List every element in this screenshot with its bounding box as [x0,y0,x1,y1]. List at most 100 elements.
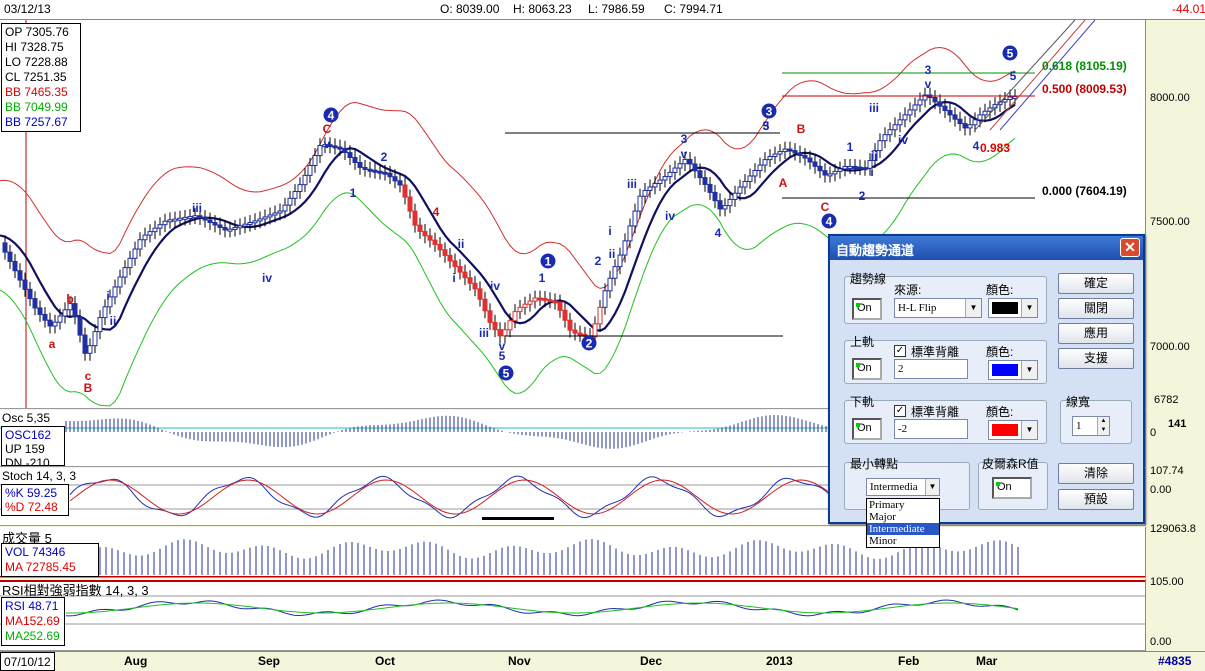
candle-body [427,235,433,241]
candle-body [712,191,718,202]
candle-body [412,210,418,226]
upper-check-icon[interactable]: ✓ [894,345,906,357]
lower-check-icon[interactable]: ✓ [894,405,906,417]
option-intermediate[interactable]: Intermediate [867,523,939,535]
price-tick: 6782 [1154,394,1179,406]
upper-color-picker[interactable]: ▼ [988,360,1038,380]
lower-on-toggle[interactable]: On [852,418,882,440]
upper-deviation-input[interactable]: 2 [894,359,968,379]
candle-body [457,266,463,273]
candle-body [787,148,793,152]
quote-change: -44.01 [1172,2,1205,16]
rsi-panel[interactable]: RSI相對強弱指數 14, 3, 3 RSI 48.71 MA152.69 MA… [0,579,1145,651]
option-primary[interactable]: Primary [869,499,905,511]
auto-trend-channel-dialog[interactable]: 自動趨勢通道 ✕ 趨勢線 來源: 顏色: On H-L Flip ▼ ▼ 上軌 … [828,234,1145,548]
wave-label: C [821,200,830,214]
candle-body [152,227,158,233]
candle-body [112,286,118,298]
candle-body [517,306,523,313]
rsi-ma1: MA152.69 [5,614,60,628]
chevron-down-icon[interactable]: ▼ [925,479,939,495]
candle-body [832,170,838,175]
candle-body [532,297,538,302]
dialog-title: 自動趨勢通道 [836,243,915,258]
candle-body [717,200,723,210]
line-width-input[interactable]: 1 ▲ ▼ [1072,416,1110,436]
help-button[interactable]: 支援 [1058,348,1134,369]
chevron-down-icon[interactable]: ▼ [1021,361,1037,379]
wave-circle-label: 1 [545,255,552,269]
candle-body [932,97,938,103]
volume-axis: 129063.8 [1145,523,1205,578]
candle-body [172,218,178,222]
price-chart-panel[interactable]: 0.618 (8105.19) 0.500 (8009.53) 0.000 (760… [0,20,1145,409]
price-tick: 8000.00 [1150,92,1190,104]
candle-body [442,249,448,256]
candle-body [682,158,688,165]
quote-close: C: 7994.71 [664,2,723,16]
chevron-down-icon[interactable]: ▼ [1021,299,1037,317]
wave-label: iv [665,209,675,223]
trend-on-toggle[interactable]: On [852,298,882,320]
candle-body [32,298,38,309]
wave-label: i [106,289,109,303]
trend-color-picker[interactable]: ▼ [988,298,1038,318]
volume-value: VOL 74346 [5,545,66,559]
info-bb-upper: BB 7465.35 [5,85,68,99]
candle-body [157,224,163,229]
apply-button[interactable]: 應用 [1058,323,1134,344]
candle-body [167,219,173,223]
upper-on-toggle[interactable]: On [852,358,882,380]
close-icon[interactable]: ✕ [1120,238,1140,257]
option-major[interactable]: Major [869,511,896,523]
source-select[interactable]: H-L Flip ▼ [894,298,982,318]
rsi-info-box: RSI 48.71 MA152.69 MA252.69 [1,597,65,646]
min-turn-select[interactable]: Intermedia ▼ [866,478,940,496]
dialog-titlebar[interactable]: 自動趨勢通道 ✕ [830,236,1143,260]
candle-body [807,157,813,163]
price-chart[interactable]: 0.618 (8105.19) 0.500 (8009.53) 0.000 (760… [0,20,1145,409]
candle-body [857,166,863,170]
fib-label: 0.500 (8009.53) [1042,82,1127,96]
candle-body [852,165,858,169]
lower-check-label: 標準背離 [911,405,960,419]
candle-body [492,321,498,331]
clear-button[interactable]: 清除 [1058,463,1134,484]
volume-panel[interactable]: 成交量 5 VOL 74346 MA 72785.45 [0,527,1145,578]
default-button[interactable]: 預設 [1058,489,1134,510]
candle-body [877,140,883,152]
pearson-group-label: 皮爾森R值 [982,457,1039,471]
month-label: Oct [375,654,396,668]
candle-body [887,129,893,136]
candle-body [967,124,973,129]
spin-icon[interactable]: ▲ ▼ [1097,417,1109,435]
quote-bar: 03/12/13 O: 8039.00 H: 8063.23 L: 7986.5… [0,0,1205,20]
ok-button[interactable]: 確定 [1058,273,1134,294]
option-minor[interactable]: Minor [869,535,897,547]
lower-deviation-input[interactable]: -2 [894,419,968,439]
min-turn-options[interactable]: Primary Major Intermediate Minor [866,498,940,548]
wave-label: 1 [539,271,546,285]
close-button[interactable]: 關閉 [1058,298,1134,319]
candle-body [97,317,103,333]
wave-label: iii [192,201,202,215]
candle-body [72,303,78,318]
candle-body [622,240,628,256]
info-bb-lower: BB 7049.99 [5,100,68,114]
pearson-on-toggle[interactable]: On [992,477,1032,499]
trend-line-group-label: 趨勢線 [850,272,887,286]
candle-body [922,94,928,101]
candle-body [227,228,233,232]
candle-body [907,109,913,116]
chevron-down-icon[interactable]: ▼ [965,299,981,317]
candle-body [12,260,18,272]
candle-body [187,216,193,220]
wave-label: v [324,137,331,151]
info-cl: CL 7251.35 [5,70,67,84]
candle-body [677,163,683,169]
lower-color-picker[interactable]: ▼ [988,420,1038,440]
chevron-down-icon[interactable]: ▼ [1021,421,1037,439]
candle-body [687,158,693,165]
candle-body [232,226,238,230]
candle-body [512,311,518,322]
